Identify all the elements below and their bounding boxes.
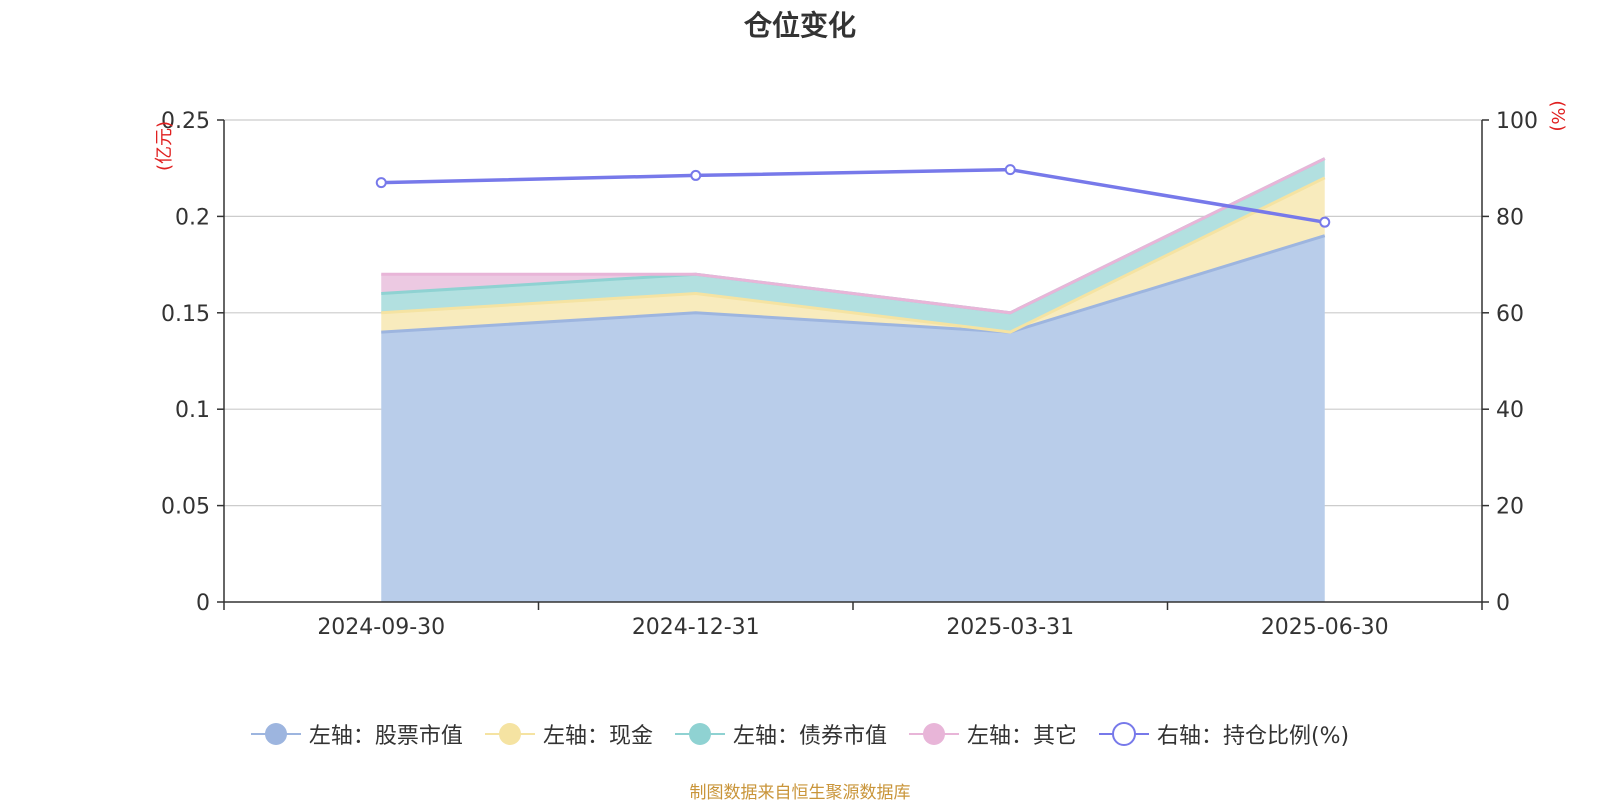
right-tick-label: 100 — [1496, 109, 1538, 134]
line-point — [1004, 164, 1016, 176]
left-tick-label: 0.2 — [175, 205, 210, 230]
legend-label: 右轴：持仓比例(%) — [1156, 724, 1350, 749]
legend-item-2[interactable]: 左轴：现金 — [484, 718, 653, 750]
left-tick-label: 0.1 — [175, 398, 210, 423]
legend-label: 左轴：股票市值 — [308, 724, 463, 749]
area-series-1-line — [381, 234, 1326, 334]
line-point — [375, 177, 387, 189]
x-tick-label: 2025-06-30 — [1261, 615, 1389, 640]
line-point — [690, 169, 702, 181]
legend-marker-icon — [484, 723, 535, 745]
left-axis-unit-label: (亿元) — [154, 121, 175, 171]
area-series-4-line — [381, 157, 1326, 315]
source-note: 制图数据来自恒生聚源数据库 — [689, 783, 911, 803]
chart-legend: 左轴：股票市值 左轴：现金 左轴：债券市值 左轴：其它 右轴：持仓比例(%) — [0, 718, 1600, 750]
area-series-1 — [381, 235, 1325, 602]
left-tick-label: 0.25 — [161, 109, 210, 134]
legend-label: 左轴：其它 — [966, 724, 1077, 749]
right-tick-label: 40 — [1496, 398, 1524, 423]
line-series-ratio — [381, 167, 1326, 224]
legend-item-5[interactable]: 右轴：持仓比例(%) — [1098, 718, 1350, 750]
left-tick-label: 0 — [196, 591, 210, 616]
legend-marker-icon — [250, 723, 301, 745]
legend-label: 左轴：债券市值 — [732, 724, 887, 749]
legend-marker-icon — [1098, 722, 1149, 746]
area-series-2-line — [381, 176, 1326, 334]
right-tick-label: 20 — [1496, 495, 1524, 520]
right-axis-unit-label: (%) — [1547, 100, 1568, 131]
right-tick-label: 80 — [1496, 205, 1524, 230]
legend-label: 左轴：现金 — [542, 724, 653, 749]
left-tick-label: 0.05 — [161, 495, 210, 520]
chart-title: 仓位变化 — [743, 9, 856, 42]
legend-marker-icon — [674, 723, 725, 745]
legend-item-4[interactable]: 左轴：其它 — [908, 718, 1077, 750]
right-tick-label: 0 — [1496, 591, 1510, 616]
legend-item-1[interactable]: 左轴：股票市值 — [250, 718, 463, 750]
right-tick-label: 60 — [1496, 302, 1524, 327]
legend-item-3[interactable]: 左轴：债券市值 — [674, 718, 887, 750]
area-series-3 — [381, 158, 1325, 333]
legend-marker-icon — [908, 723, 959, 745]
left-tick-label: 0.15 — [161, 302, 210, 327]
line-point — [1319, 216, 1331, 228]
x-tick-label: 2024-12-31 — [632, 615, 760, 640]
x-tick-label: 2025-03-31 — [946, 615, 1074, 640]
x-tick-label: 2024-09-30 — [317, 615, 445, 640]
